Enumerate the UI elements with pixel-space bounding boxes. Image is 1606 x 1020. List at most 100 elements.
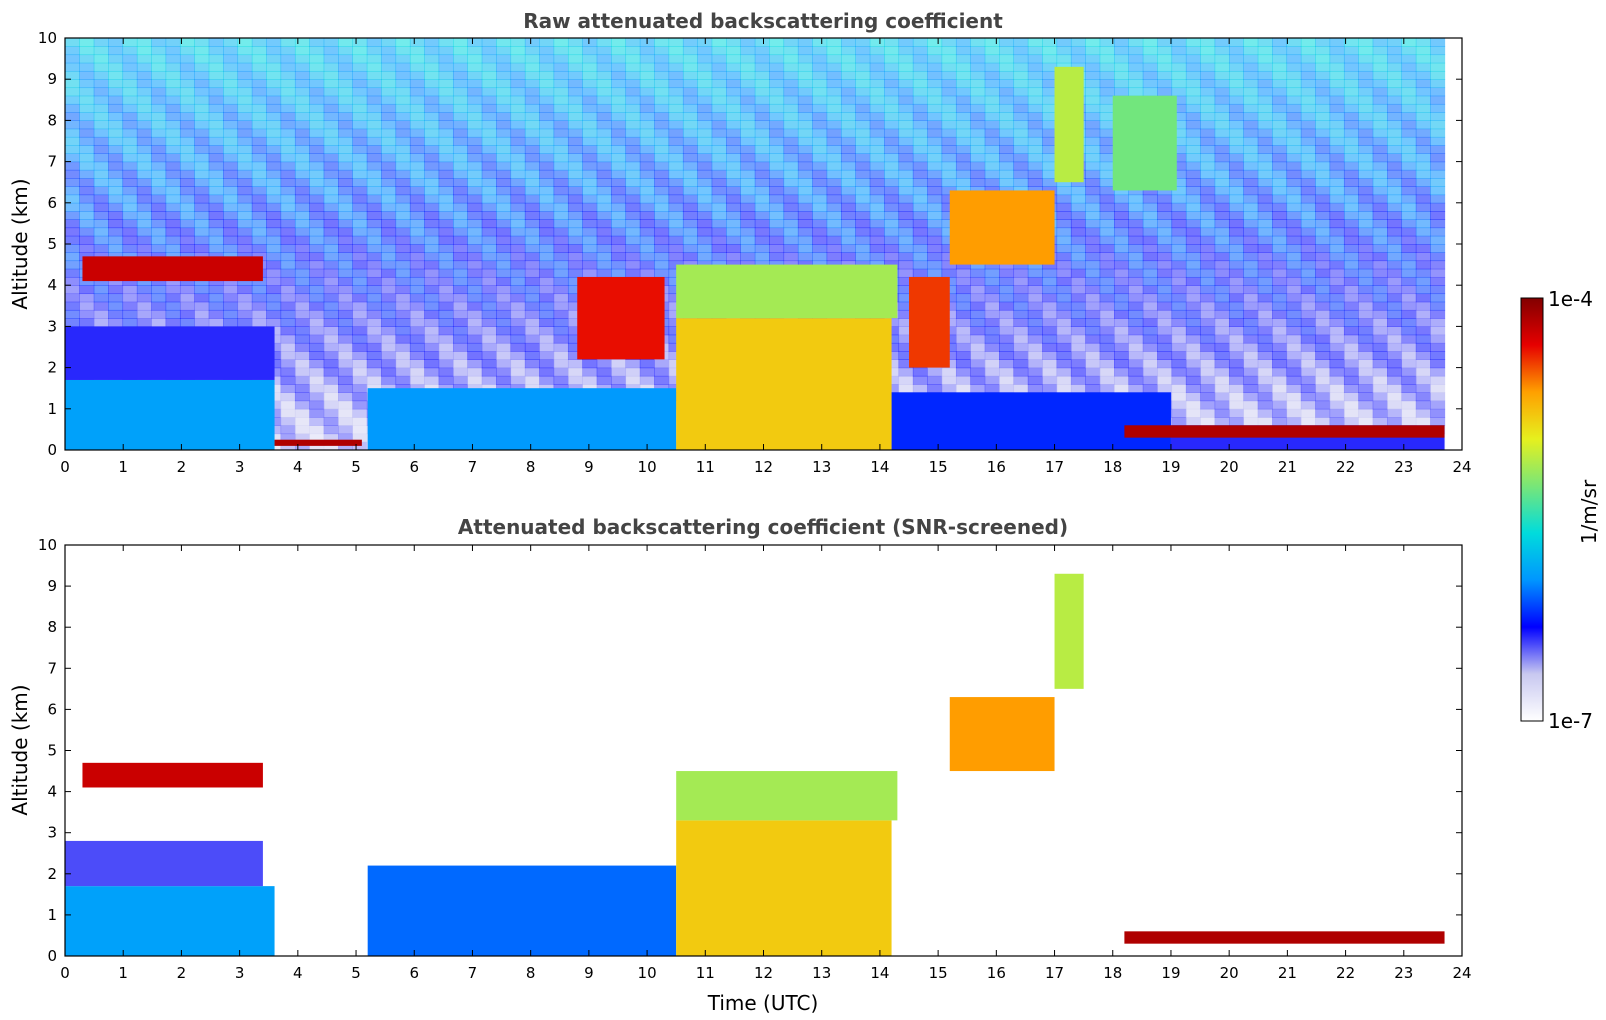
noise-cell <box>1070 384 1086 393</box>
noise-cell <box>510 227 526 237</box>
noise-cell <box>625 70 641 80</box>
noise-cell <box>93 153 109 163</box>
noise-cell <box>309 276 325 286</box>
noise-cell <box>409 54 425 64</box>
noise-cell <box>1300 70 1316 80</box>
noise-cell <box>1214 211 1230 220</box>
noise-cell <box>208 136 224 146</box>
noise-cell <box>1085 375 1101 385</box>
noise-cell <box>1013 169 1029 179</box>
noise-cell <box>395 326 411 336</box>
noise-cell <box>223 293 239 303</box>
noise-cell <box>223 153 239 163</box>
noise-cell <box>496 38 512 47</box>
noise-cell <box>1099 244 1115 253</box>
noise-cell <box>941 186 957 196</box>
noise-cell <box>1228 211 1244 220</box>
noise-cell <box>352 161 368 171</box>
noise-cell <box>1128 384 1144 393</box>
noise-cell <box>1401 417 1417 426</box>
noise-cell <box>1401 334 1417 344</box>
noise-cell <box>553 252 569 262</box>
noise-cell <box>625 169 641 179</box>
noise-cell <box>1343 219 1359 229</box>
noise-cell <box>1286 169 1302 179</box>
noise-cell <box>1329 384 1345 393</box>
noise-cell <box>79 62 95 72</box>
noise-cell <box>1300 186 1316 196</box>
noise-cell <box>1027 384 1043 393</box>
noise-cell <box>955 46 971 56</box>
noise-cell <box>840 252 856 262</box>
noise-cell <box>1257 79 1273 89</box>
noise-cell <box>1128 367 1144 377</box>
noise-cell <box>999 70 1015 80</box>
noise-cell <box>323 392 339 402</box>
noise-cell <box>1200 309 1216 319</box>
noise-cell <box>366 219 382 229</box>
noise-cell <box>323 95 339 105</box>
noise-cell <box>625 211 641 220</box>
noise-cell <box>1185 268 1201 278</box>
noise-cell <box>151 54 167 64</box>
noise-cell <box>1300 128 1316 138</box>
noise-cell <box>898 211 914 220</box>
noise-cell <box>884 375 900 385</box>
noise-cell <box>65 95 80 105</box>
noise-cell <box>1387 375 1403 385</box>
noise-cell <box>1185 244 1201 253</box>
noise-cell <box>1200 227 1216 237</box>
noise-cell <box>999 95 1015 105</box>
noise-cell <box>927 211 943 220</box>
noise-cell <box>1372 46 1388 56</box>
noise-cell <box>797 112 813 121</box>
feature-convective-precipitation <box>676 318 892 450</box>
noise-cell <box>1358 235 1374 245</box>
noise-cell <box>1372 128 1388 138</box>
noise-cell <box>223 276 239 286</box>
noise-cell <box>1300 359 1316 369</box>
noise-cell <box>151 128 167 138</box>
noise-cell <box>1099 169 1115 179</box>
noise-cell <box>869 136 885 146</box>
noise-cell <box>438 46 454 56</box>
noise-cell <box>452 112 468 121</box>
noise-cell <box>596 120 612 130</box>
noise-cell <box>611 367 627 377</box>
noise-cell <box>93 70 109 80</box>
noise-cell <box>869 252 885 262</box>
noise-cell <box>567 318 583 327</box>
noise-cell <box>395 227 411 237</box>
panel-screened: Attenuated backscattering coefficient (S… <box>8 515 1472 1015</box>
noise-cell <box>1185 128 1201 138</box>
noise-cell <box>179 211 195 220</box>
noise-cell <box>611 375 627 385</box>
noise-cell <box>1300 285 1316 295</box>
noise-cell <box>1358 318 1374 327</box>
noise-cell <box>280 433 296 443</box>
noise-cell <box>1415 244 1431 253</box>
noise-cell <box>1272 38 1288 47</box>
noise-cell <box>596 103 612 113</box>
noise-cell <box>898 268 914 278</box>
noise-cell <box>797 194 813 204</box>
noise-cell <box>438 70 454 80</box>
noise-cell <box>323 359 339 369</box>
noise-cell <box>740 46 756 56</box>
noise-cell <box>726 145 741 154</box>
noise-cell <box>136 120 152 130</box>
noise-cell <box>1142 202 1158 212</box>
noise-cell <box>682 120 698 130</box>
noise-cell <box>1056 309 1072 319</box>
noise-cell <box>323 128 339 138</box>
noise-cell <box>1013 178 1029 187</box>
noise-cell <box>165 46 181 56</box>
noise-cell <box>869 46 885 56</box>
x-tick-label: 17 <box>1045 458 1064 476</box>
x-tick-label: 14 <box>870 458 889 476</box>
noise-cell <box>1070 318 1086 327</box>
noise-cell <box>1372 293 1388 303</box>
noise-cell <box>136 38 152 47</box>
noise-cell <box>1372 244 1388 253</box>
noise-cell <box>280 392 296 402</box>
